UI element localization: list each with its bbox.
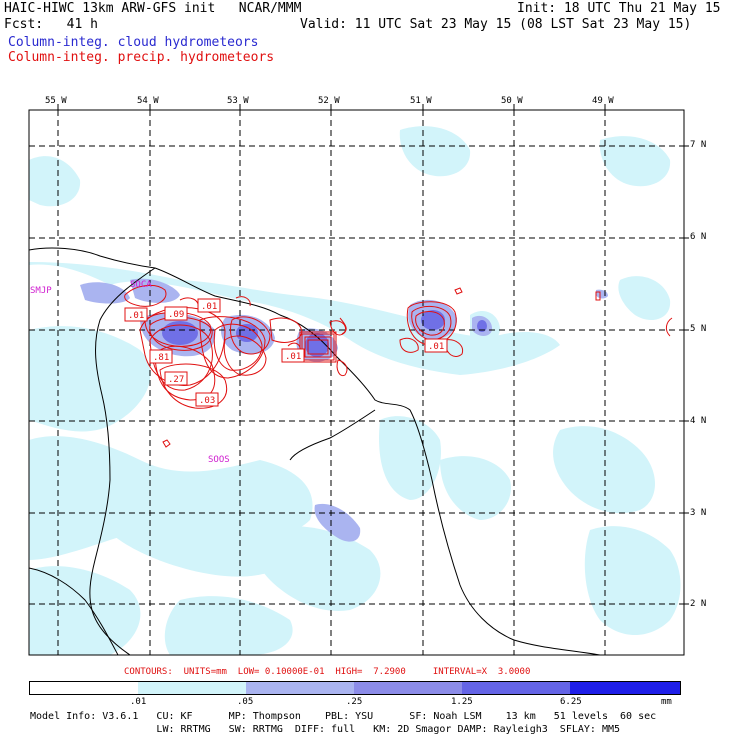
lat-label-3n: 3 N xyxy=(690,508,707,518)
legend-cloud: Column-integ. cloud hydrometeors xyxy=(8,35,259,50)
lon-label-51w: 51 W xyxy=(410,96,432,106)
contour-labels: .01 .09 .01 .81 .27 .03 .01 .01 xyxy=(124,298,448,407)
cloud-field-dark xyxy=(162,310,487,357)
scale-label: .01 xyxy=(130,697,147,707)
model-info-line1: Model Info: V3.6.1 CU: KF MP: Thompson P… xyxy=(30,711,657,722)
scale-swatch xyxy=(354,682,462,694)
lat-label-6n: 6 N xyxy=(690,232,707,242)
lon-label-53w: 53 W xyxy=(227,96,249,106)
scale-label: .05 xyxy=(237,697,254,707)
cloud-field-light xyxy=(29,126,681,655)
lat-lon-grid xyxy=(29,110,684,655)
lat-label-5n: 5 N xyxy=(690,324,707,334)
scale-label: 6.25 xyxy=(560,697,582,707)
valid-time: Valid: 11 UTC Sat 23 May 15 (08 LST Sat … xyxy=(300,17,692,32)
contour-label: .01 xyxy=(128,311,144,321)
lon-label-49w: 49 W xyxy=(592,96,614,106)
contours-info: CONTOURS: UNITS=mm LOW= 0.10000E-01 HIGH… xyxy=(124,667,531,677)
contour-label: .01 xyxy=(201,302,217,312)
init-time: Init: 18 UTC Thu 21 May 15 xyxy=(517,1,721,16)
station-labels: SMJP SOCA SOOS xyxy=(30,280,230,465)
lon-label-50w: 50 W xyxy=(501,96,523,106)
plot-title: HAIC-HIWC 13km ARW-GFS init NCAR/MMM xyxy=(4,1,302,16)
scale-swatch xyxy=(462,682,570,694)
forecast-hour: Fcst: 41 h xyxy=(4,17,98,32)
coastline xyxy=(29,247,601,655)
contour-label: .81 xyxy=(153,353,169,363)
legend-precip: Column-integ. precip. hydrometeors xyxy=(8,50,275,65)
scale-swatch xyxy=(138,682,246,694)
lon-label-52w: 52 W xyxy=(318,96,340,106)
contour-label: .01 xyxy=(285,352,301,362)
lat-label-2n: 2 N xyxy=(690,599,707,609)
lat-label-4n: 4 N xyxy=(690,416,707,426)
station-smjp: SMJP xyxy=(30,286,52,296)
model-info-line2: LW: RRTMG SW: RRTMG DIFF: full KM: 2D Sm… xyxy=(30,724,621,735)
contour-label: .09 xyxy=(168,310,184,320)
scale-units: mm xyxy=(661,697,672,707)
lon-label-54w: 54 W xyxy=(137,96,159,106)
axis-ticks xyxy=(57,104,689,605)
scale-swatch xyxy=(30,682,138,694)
scale-label: 1.25 xyxy=(451,697,473,707)
map-frame xyxy=(28,109,685,656)
scale-swatch xyxy=(570,682,680,694)
station-soos: SOOS xyxy=(208,455,230,465)
lon-label-55w: 55 W xyxy=(45,96,67,106)
contour-label: .01 xyxy=(428,342,444,352)
color-scale-bar xyxy=(29,681,681,695)
station-soca: SOCA xyxy=(130,280,152,290)
scale-label: .25 xyxy=(346,697,363,707)
contour-label: .03 xyxy=(199,396,215,406)
contour-label: .27 xyxy=(168,375,184,385)
lat-label-7n: 7 N xyxy=(690,140,707,150)
scale-swatch xyxy=(246,682,354,694)
